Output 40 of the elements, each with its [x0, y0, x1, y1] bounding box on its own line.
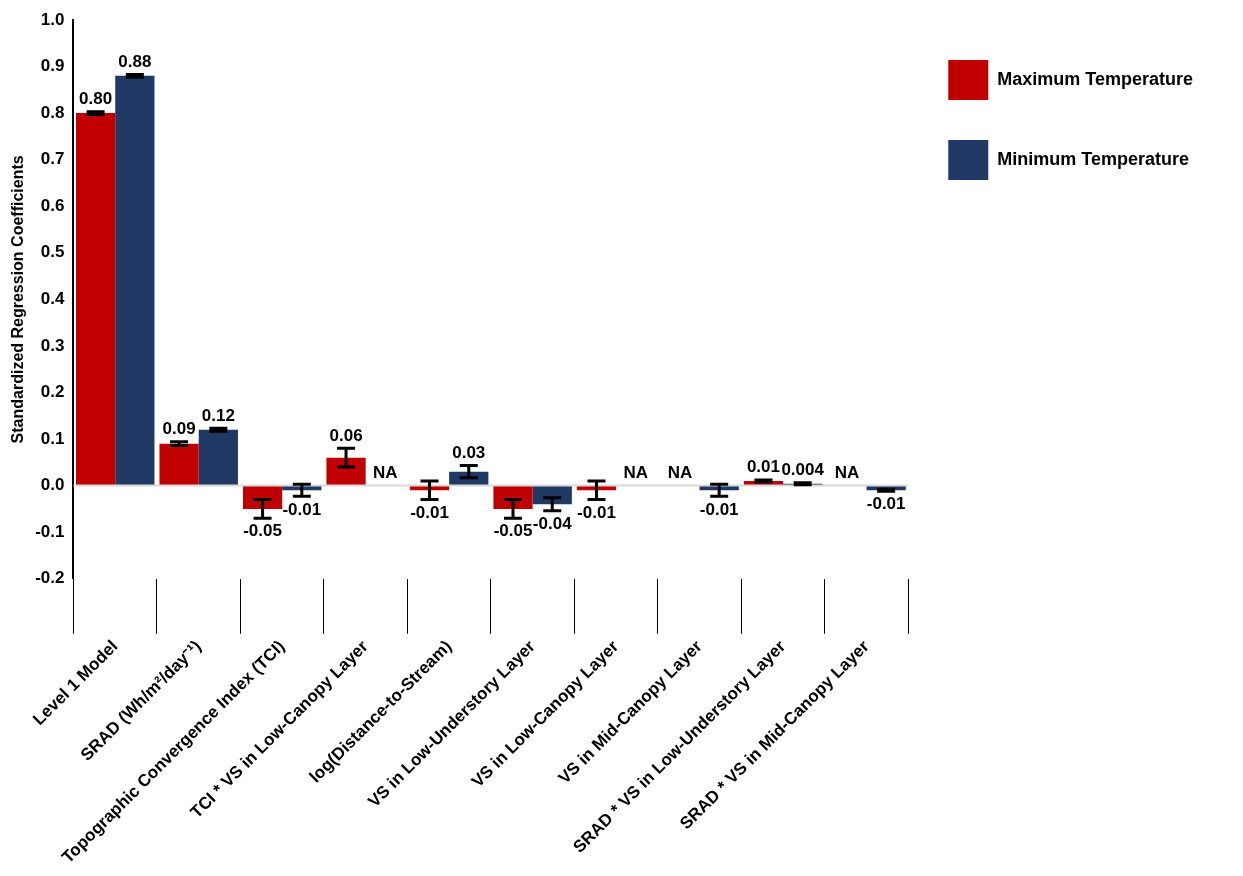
- y-tick-label: 0.5: [40, 242, 65, 262]
- y-tick-label: 0.7: [40, 149, 65, 169]
- data-label: -0.01: [699, 499, 739, 519]
- y-tick-label: 0.9: [40, 56, 65, 76]
- data-label: -0.01: [577, 502, 616, 522]
- bar: [76, 113, 116, 486]
- bar: [198, 429, 238, 486]
- text: NA: [834, 462, 860, 482]
- data-label: -0.05: [493, 521, 533, 541]
- data-label: 0.01: [746, 457, 780, 477]
- y-tick-label: 0.4: [40, 289, 66, 309]
- data-label: 0.12: [201, 405, 235, 425]
- bar: [115, 75, 155, 486]
- data-label: 0.88: [118, 51, 152, 71]
- data-label: -0.04: [532, 513, 573, 533]
- y-tick-label: -0.2: [35, 568, 65, 588]
- text: NA: [667, 462, 693, 482]
- y-tick-label: 1.0: [40, 9, 65, 29]
- data-label: -0.01: [866, 494, 906, 514]
- bar: [159, 443, 199, 486]
- data-label: -0.01: [282, 499, 322, 519]
- data-label: 0.80: [79, 88, 113, 108]
- y-tick-label: 0.2: [40, 382, 65, 402]
- y-tick-label: -0.1: [35, 521, 65, 541]
- data-label: 0.06: [329, 425, 363, 445]
- y-tick-label: 0.8: [40, 102, 65, 122]
- legend-label: Minimum Temperature: [997, 148, 1189, 169]
- y-tick-label: 0.3: [40, 335, 65, 355]
- data-label: -0.05: [243, 521, 282, 541]
- y-tick-label: 0.6: [40, 195, 65, 215]
- y-tick-label: 0.0: [40, 475, 65, 495]
- text: NA: [623, 462, 648, 482]
- y-axis-title: Standardized Regression Coefficients: [9, 155, 27, 444]
- data-label: 0.03: [452, 442, 486, 462]
- data-label: 0.09: [162, 419, 196, 439]
- data-label: -0.01: [410, 502, 449, 522]
- y-tick-label: 0.1: [40, 428, 65, 448]
- text: NA: [373, 462, 398, 482]
- data-label: 0.004: [781, 460, 825, 480]
- legend-label: Maximum Temperature: [997, 68, 1194, 89]
